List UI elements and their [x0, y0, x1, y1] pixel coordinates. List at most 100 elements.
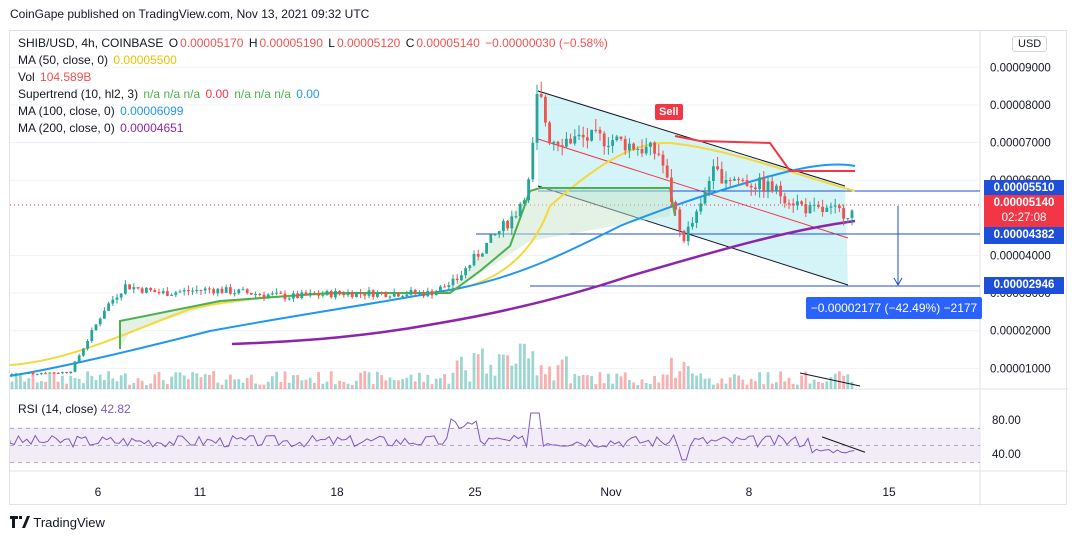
volume-bar	[313, 383, 316, 389]
candle-body	[191, 290, 194, 292]
volume-bar	[342, 381, 346, 389]
volume-bar	[317, 372, 320, 389]
candle-body	[728, 180, 732, 182]
volume-bar	[35, 382, 39, 389]
current-price-tag: 0.00005140	[984, 195, 1064, 212]
legend-vol[interactable]: Vol 104.589B	[18, 70, 93, 84]
candle-body	[539, 94, 543, 97]
volume-bar	[166, 384, 169, 389]
candle-body	[250, 292, 253, 295]
candle-body	[821, 206, 824, 212]
candle-body	[766, 181, 770, 193]
volume-bar	[245, 377, 249, 389]
candle-body	[720, 169, 724, 184]
legend-supertrend[interactable]: Supertrend (10, hl2, 3) n/a n/a n/a 0.00…	[18, 87, 322, 101]
candle-body	[346, 292, 350, 296]
currency-button[interactable]: USD	[1012, 36, 1048, 52]
chart-frame[interactable]: 0.000090000.000080000.000070000.00006000…	[9, 30, 1068, 506]
candle-body	[476, 253, 480, 257]
high-label: H	[248, 36, 258, 50]
candle-body	[111, 299, 115, 304]
legend-ma50[interactable]: MA (50, close, 0) 0.00005500	[18, 53, 179, 67]
volume-bar	[384, 380, 388, 389]
candle-body	[397, 292, 400, 297]
volume-bar	[170, 376, 173, 389]
volume-bar	[745, 384, 749, 389]
candle-body	[233, 293, 236, 295]
volume-bar	[212, 371, 215, 389]
ma50-value: 0.00005500	[113, 53, 177, 67]
legend-ma200[interactable]: MA (200, close, 0) 0.00004651	[18, 121, 185, 135]
candle-body	[40, 373, 43, 375]
volume-bar	[787, 377, 791, 389]
volume-bar	[44, 381, 47, 389]
candle-body	[770, 181, 774, 192]
legend-ma100[interactable]: MA (100, close, 0) 0.00006099	[18, 104, 185, 118]
volume-bar	[565, 356, 568, 389]
candle-body	[153, 290, 157, 293]
volume-bar	[476, 354, 480, 389]
candle-body	[367, 290, 371, 296]
candle-body	[61, 372, 64, 374]
candle-body	[199, 289, 203, 291]
volume-bar	[644, 382, 648, 389]
candle-body	[119, 293, 123, 298]
sell-signal-label: Sell	[655, 104, 683, 120]
tradingview-footer[interactable]: TradingView	[10, 515, 105, 530]
candle-body	[657, 153, 661, 155]
candle-body	[321, 294, 325, 296]
candle-body	[65, 372, 68, 374]
candle-body	[94, 324, 98, 331]
volume-bar	[115, 381, 119, 389]
volume-bar	[14, 372, 18, 389]
symbol-label[interactable]: SHIB/USD, 4h, COINBASE	[18, 36, 164, 50]
supertrend-value2: 0.00	[205, 87, 229, 101]
volume-bar	[10, 381, 14, 389]
candle-body	[82, 348, 85, 356]
candle-body	[460, 275, 463, 281]
x-tick-label: 6	[95, 485, 102, 499]
countdown-tag: 02:27:08	[984, 210, 1064, 227]
candle-body	[749, 185, 753, 188]
candle-body	[187, 289, 190, 292]
volume-bar	[359, 372, 362, 389]
volume-bar	[149, 383, 152, 389]
volume-bar	[237, 379, 241, 389]
candle-body	[69, 371, 73, 374]
candle-body	[791, 203, 795, 206]
volume-bar	[279, 382, 283, 389]
price-chart-svg[interactable]: 0.000090000.000080000.000070000.00006000…	[10, 31, 1068, 506]
volume-bar	[497, 354, 501, 389]
volume-bar	[464, 370, 467, 389]
volume-bar	[107, 371, 110, 389]
volume-bar	[607, 373, 610, 389]
x-tick-label: Nov	[600, 485, 621, 499]
volume-bar	[103, 379, 106, 389]
candle-body	[779, 185, 782, 197]
candle-body	[220, 288, 224, 293]
volume-bar	[174, 372, 178, 389]
volume-bar	[254, 383, 257, 389]
candle-body	[817, 204, 820, 207]
candle-body	[514, 216, 518, 218]
candle-body	[376, 292, 379, 297]
y-tick-label: 0.00002000	[990, 326, 1051, 338]
candle-body	[371, 290, 375, 297]
candle-body	[313, 292, 316, 295]
legend-rsi[interactable]: RSI (14, close) 42.82	[18, 402, 131, 416]
volume-bar	[716, 383, 719, 389]
candle-body	[506, 220, 509, 229]
volume-bar	[233, 379, 236, 389]
x-tick-label: 15	[882, 485, 896, 499]
candle-body	[254, 293, 257, 295]
close-label: C	[405, 36, 415, 50]
volume-bar	[388, 377, 392, 389]
candle-body	[329, 291, 333, 298]
volume-bar	[598, 372, 602, 389]
volume-bar	[224, 379, 228, 389]
volume-bar	[796, 384, 799, 389]
candle-body	[115, 297, 119, 300]
volume-bar	[229, 374, 232, 389]
volume-bar	[703, 378, 707, 389]
volume-bar	[132, 382, 136, 389]
